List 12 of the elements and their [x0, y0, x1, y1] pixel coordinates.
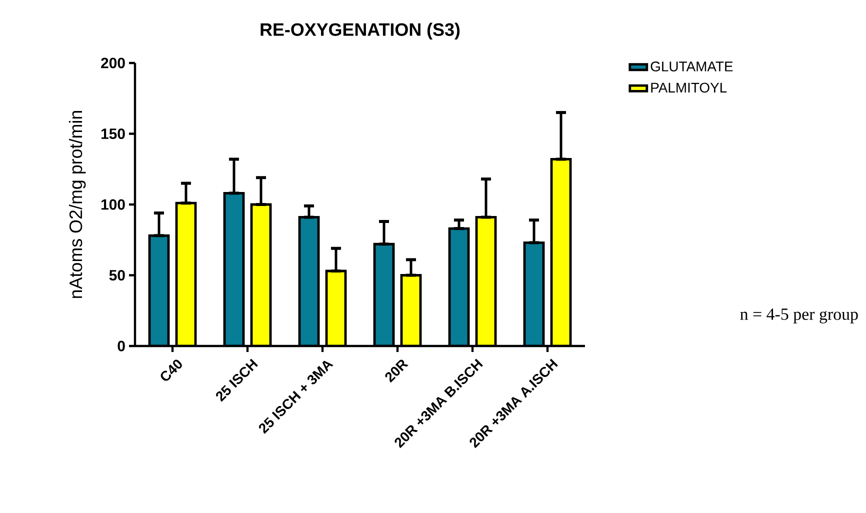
y-tick-label: 150	[101, 128, 125, 140]
chart-title: RE-OXYGENATION (S3)	[260, 22, 460, 40]
x-tick-label: C40	[160, 360, 182, 381]
y-axis-title: nAtoms O2/mg prot/min	[68, 111, 86, 298]
y-tick-label: 200	[101, 58, 125, 68]
text: n = 4-5 per group	[740, 308, 858, 324]
legend-label: GLUTAMATE	[650, 62, 733, 72]
y-tick-label: 50	[109, 270, 125, 281]
y-tick-label: 100	[101, 199, 125, 210]
x-tick-label: 20R	[385, 360, 408, 383]
y-tick-label: 0	[118, 340, 125, 352]
legend-label: PALMITOYL	[651, 82, 727, 93]
